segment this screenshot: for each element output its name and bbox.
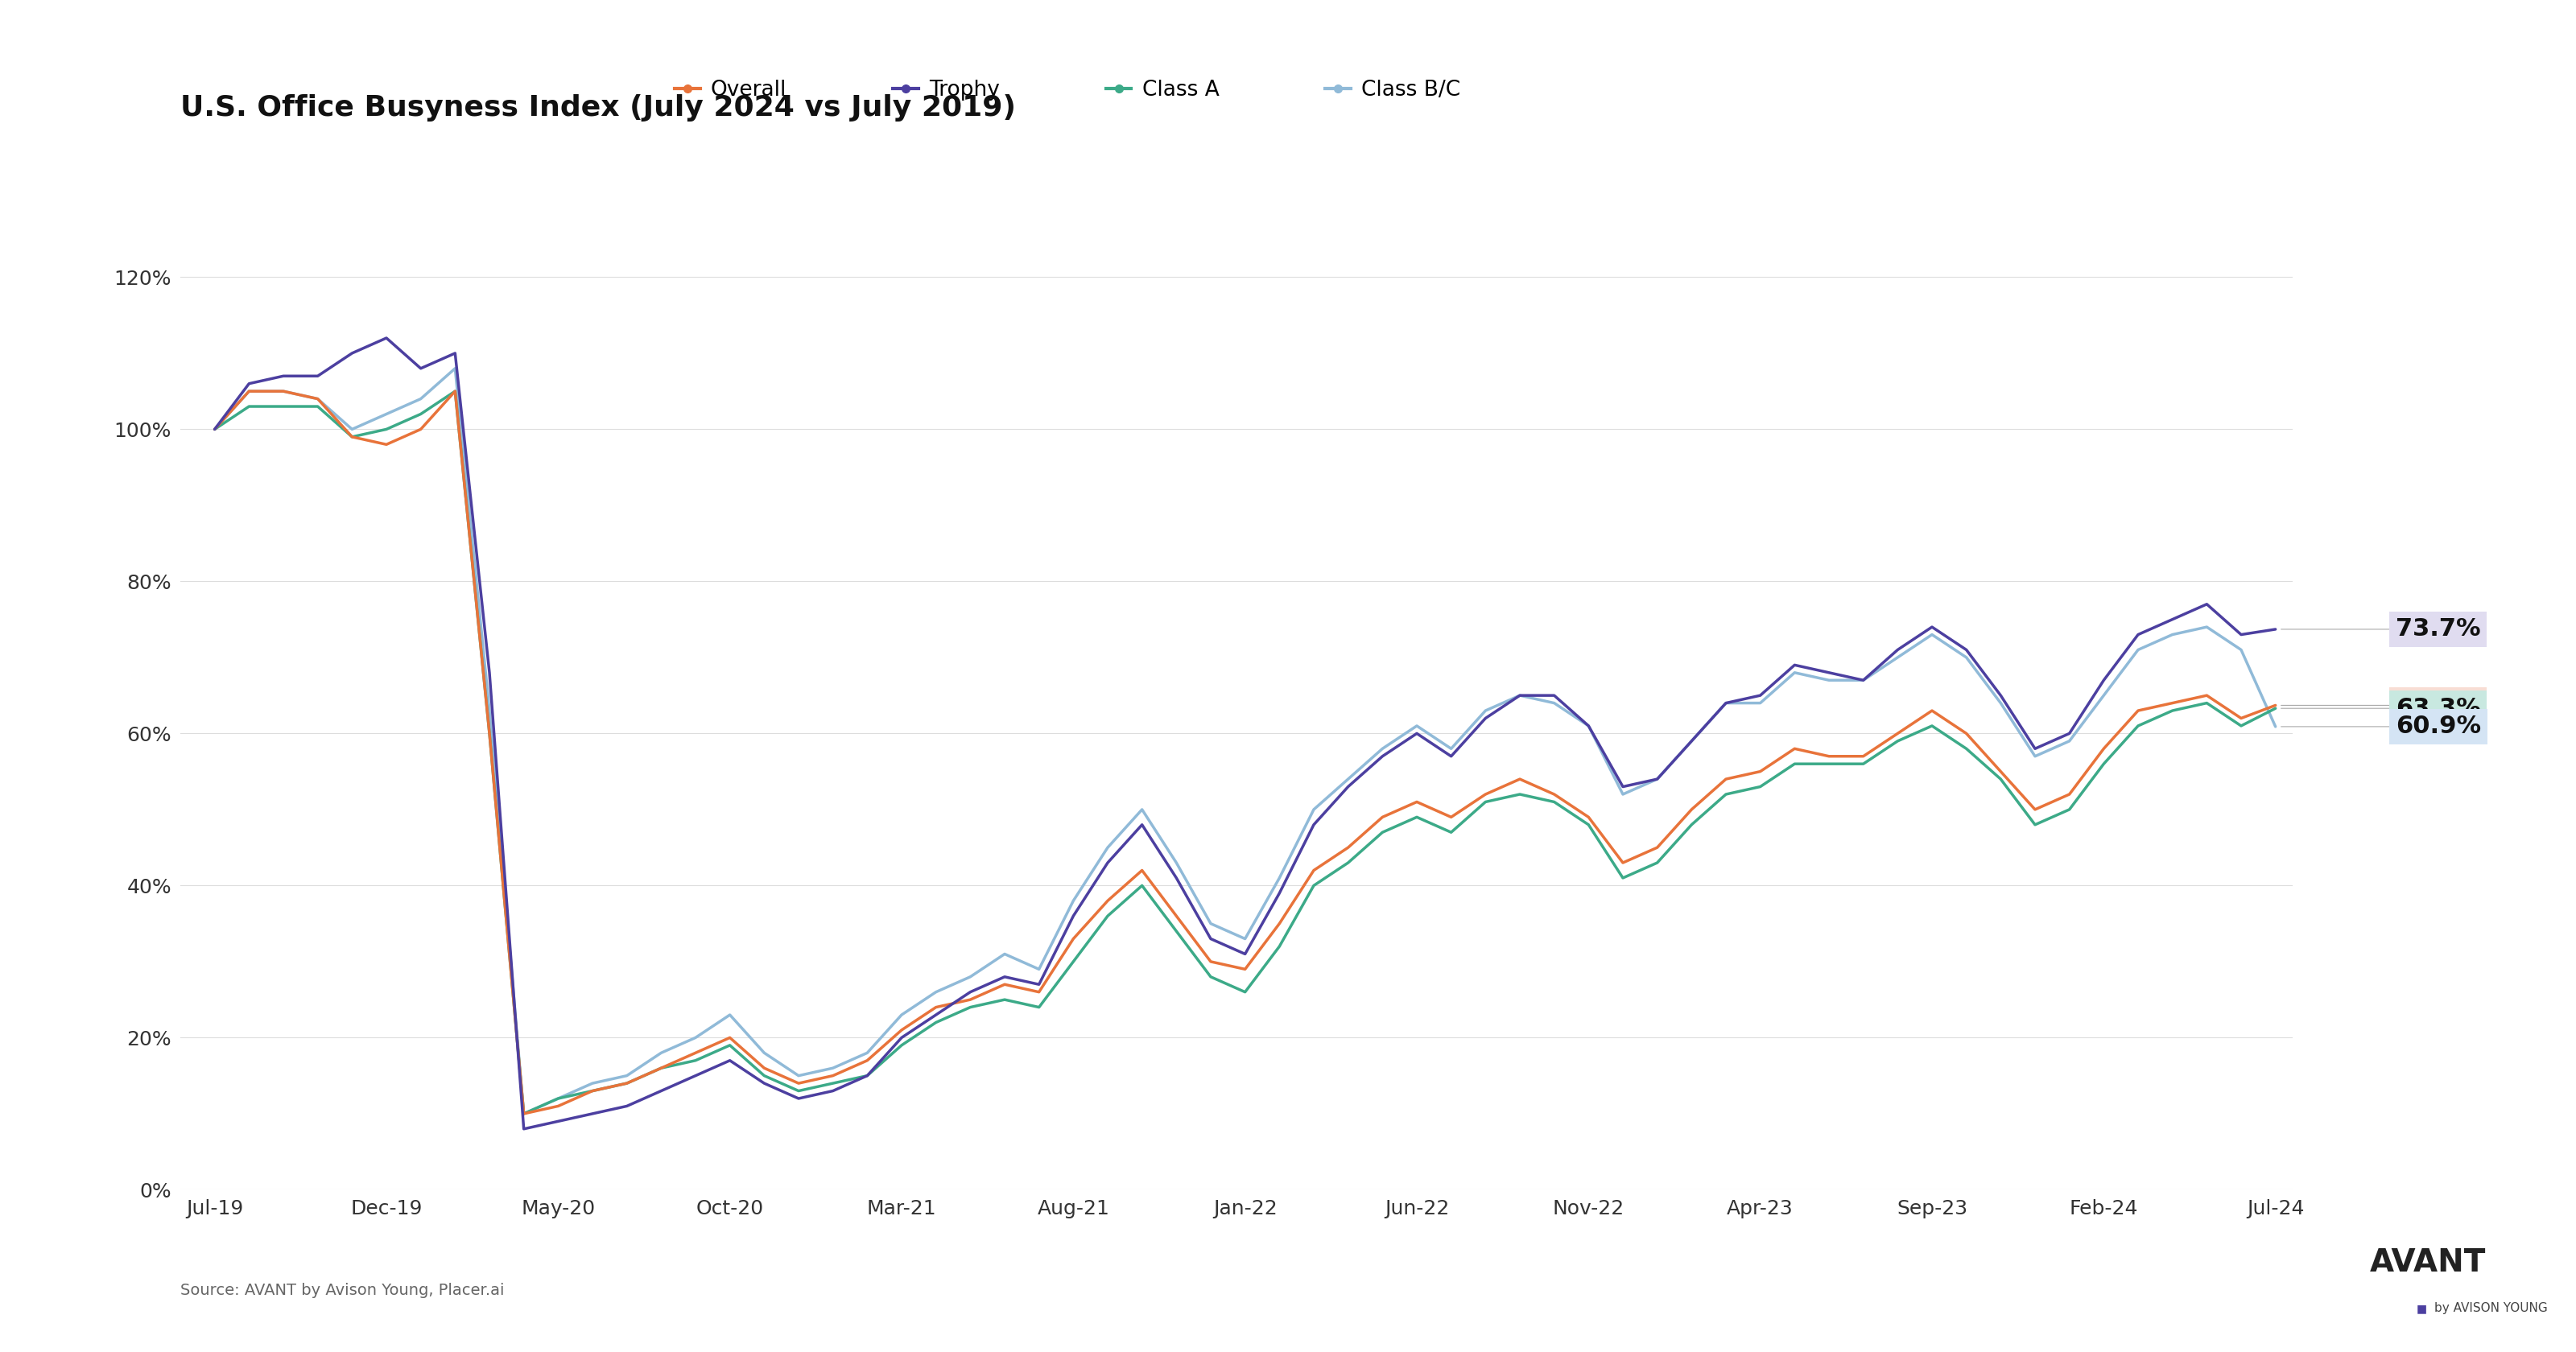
Text: 73.7%: 73.7% [2282,618,2481,641]
Text: ■: ■ [2416,1303,2427,1314]
Text: 63.7%: 63.7% [2282,694,2481,717]
Text: U.S. Office Busyness Index (July 2024 vs July 2019): U.S. Office Busyness Index (July 2024 vs… [180,95,1015,122]
Text: 60.9%: 60.9% [2282,715,2481,738]
Legend: Overall, Trophy, Class A, Class B/C: Overall, Trophy, Class A, Class B/C [667,72,1468,110]
Text: Source: AVANT by Avison Young, Placer.ai: Source: AVANT by Avison Young, Placer.ai [180,1283,505,1298]
Text: AVANT: AVANT [2370,1247,2486,1278]
Text: by AVISON YOUNG: by AVISON YOUNG [2434,1302,2548,1314]
Text: 63.3%: 63.3% [2282,696,2481,721]
